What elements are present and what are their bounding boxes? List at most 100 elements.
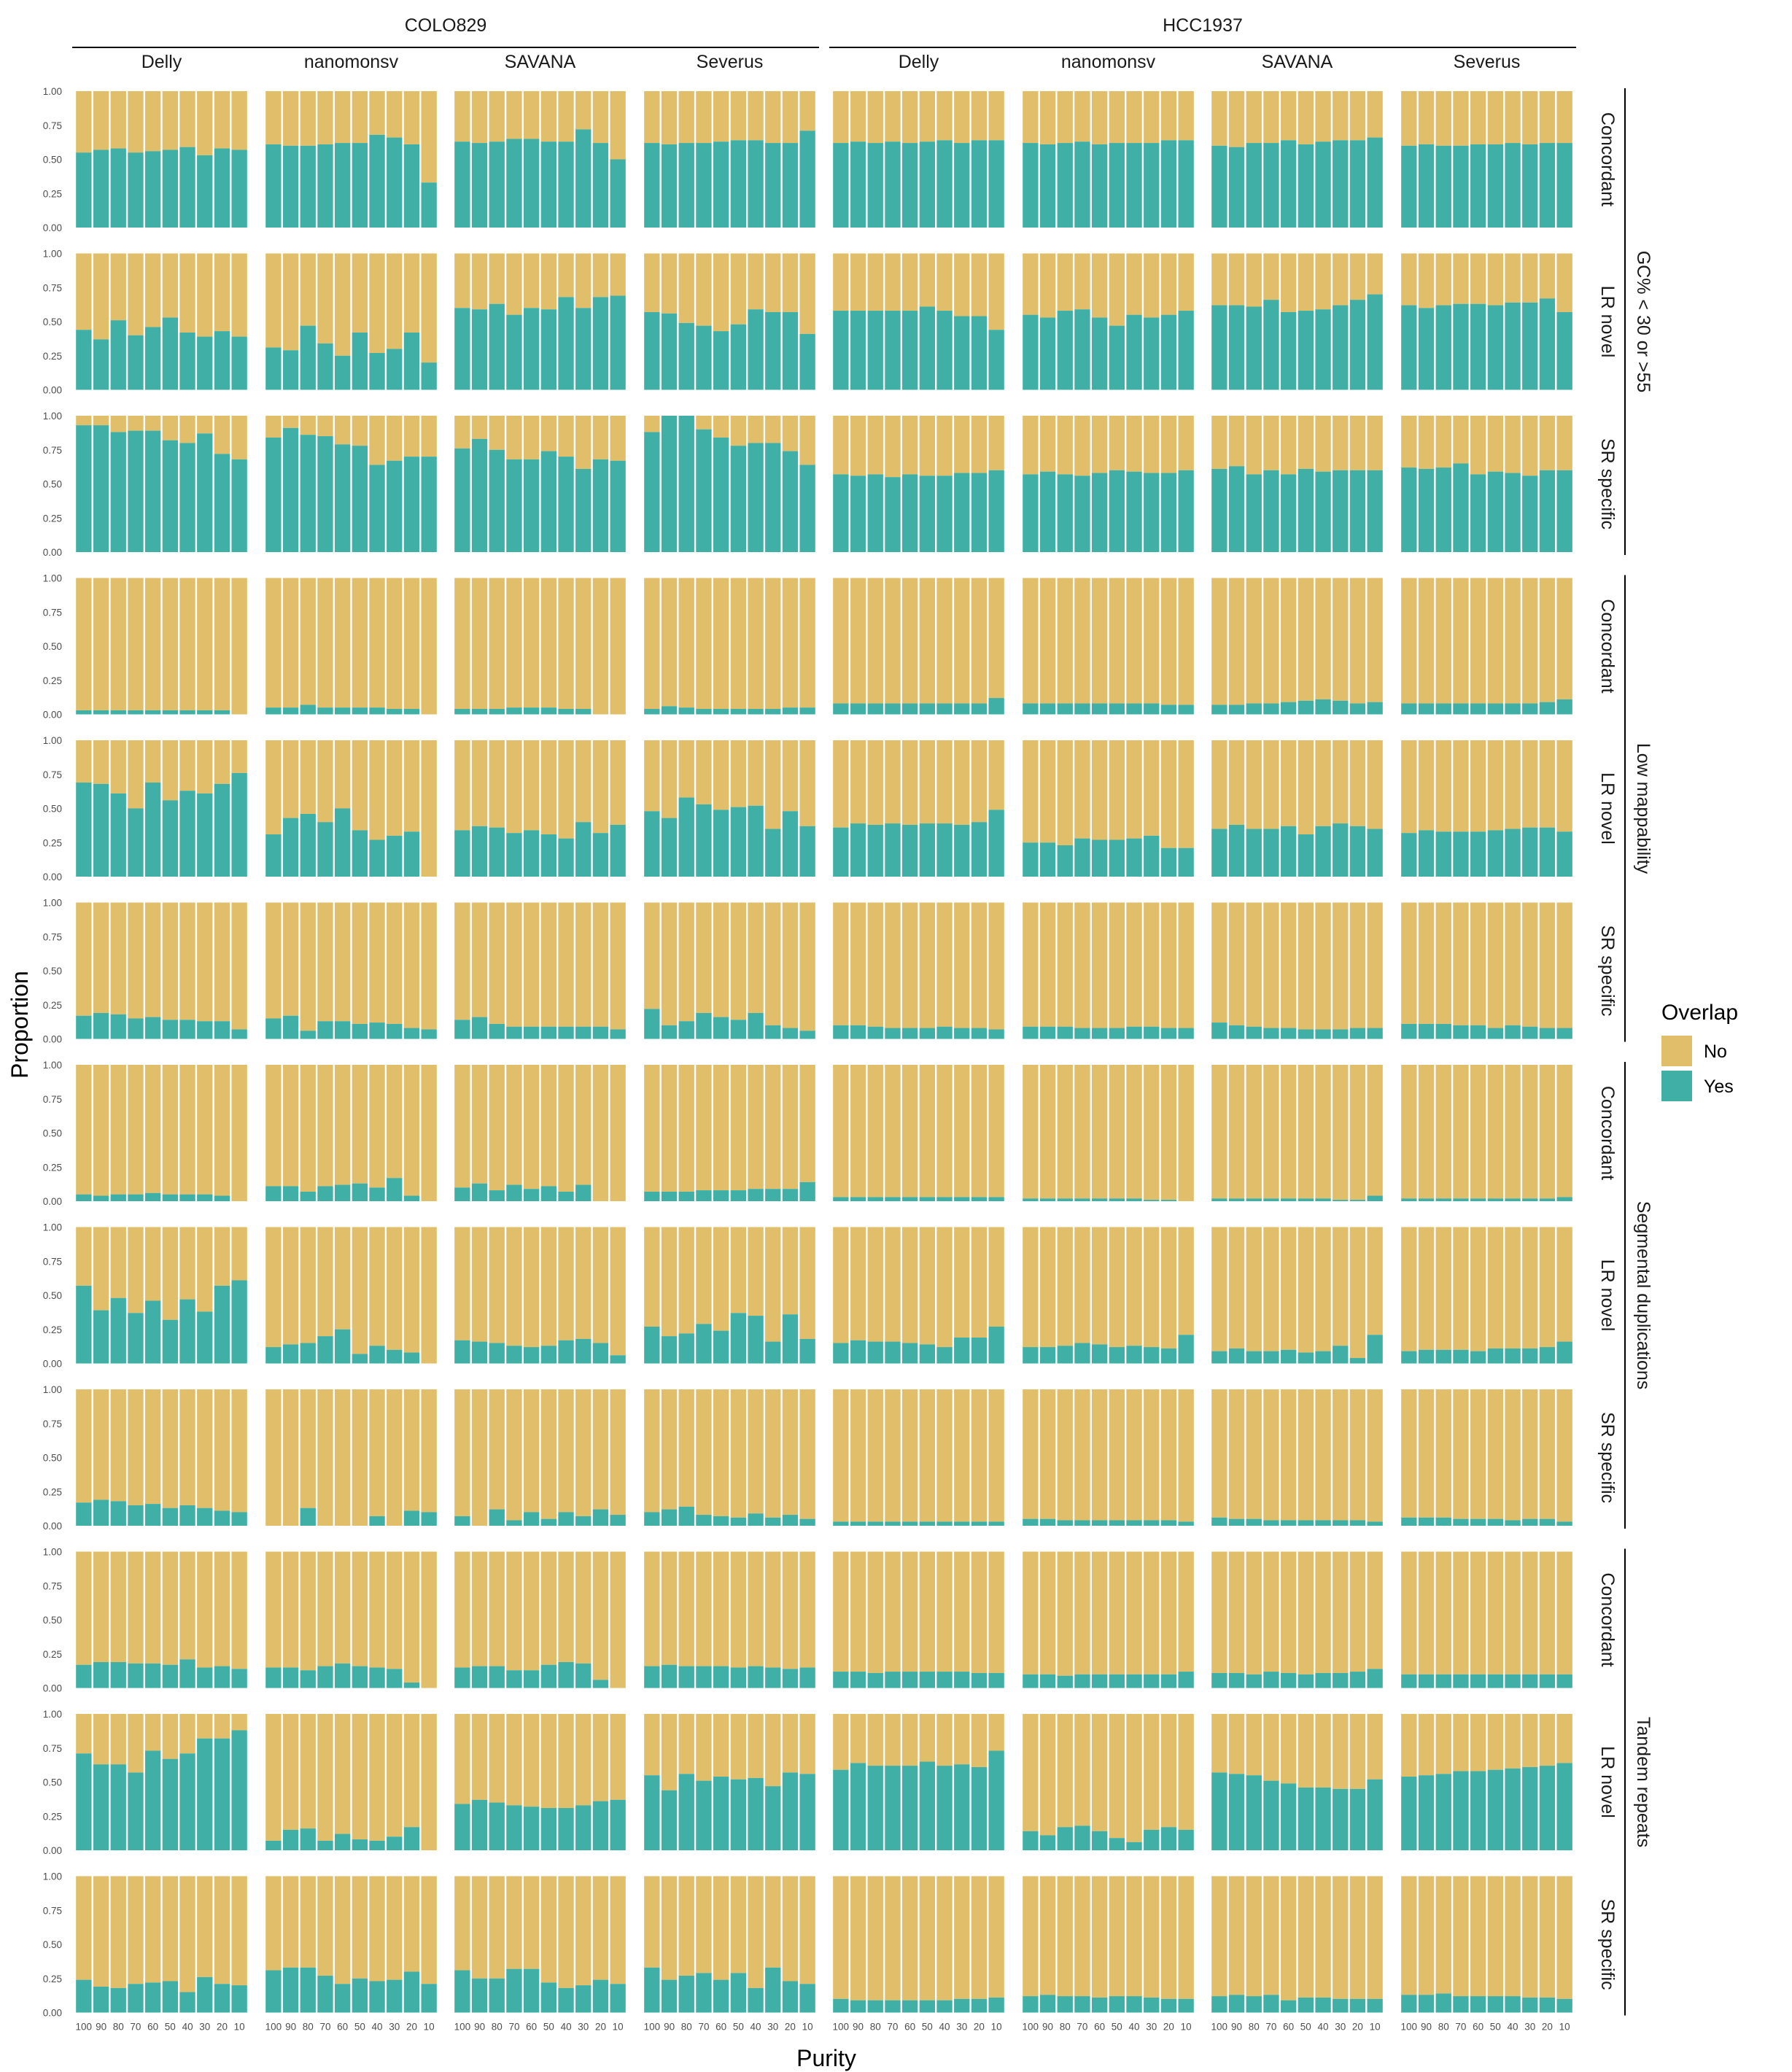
bar-no: [1144, 416, 1160, 473]
bar-yes: [1435, 1774, 1451, 1850]
bar-no: [885, 1551, 901, 1672]
bar-yes: [265, 1667, 282, 1688]
bar-yes: [1023, 703, 1039, 715]
bar-yes: [1556, 1763, 1572, 1850]
caller-strip-label: SAVANA: [505, 52, 576, 72]
bar-no: [833, 1227, 849, 1343]
legend: Overlap No Yes: [1661, 1001, 1738, 1101]
bar-yes: [1263, 1028, 1279, 1039]
bar-yes: [1023, 314, 1039, 390]
bar-no: [454, 578, 470, 710]
bar-yes: [334, 444, 351, 552]
bar-no: [317, 740, 333, 823]
bar-no: [144, 91, 161, 152]
bar-yes: [1211, 1023, 1227, 1039]
bar-no: [454, 1551, 470, 1668]
bar-yes: [954, 143, 970, 228]
bar-no: [713, 578, 729, 710]
bar-yes: [110, 710, 126, 715]
bar-yes: [1349, 1788, 1366, 1850]
bar-no: [1435, 578, 1451, 704]
bar-no: [1228, 1714, 1245, 1774]
bar-no: [901, 1876, 918, 2001]
y-tick-label: 0.75: [43, 282, 62, 293]
y-tick-label: 0.75: [43, 607, 62, 618]
bar-no: [1039, 91, 1056, 144]
bar-no: [1126, 578, 1142, 704]
bar-no: [352, 253, 368, 333]
bar-yes: [748, 443, 764, 552]
bar-no: [1522, 578, 1538, 704]
bar-no: [231, 1227, 247, 1281]
bar-yes: [1178, 1829, 1194, 1850]
bar-no: [144, 1551, 161, 1664]
bar-no: [748, 416, 764, 443]
bar-no: [387, 1389, 403, 1526]
bar-no: [387, 578, 403, 710]
bar-yes: [799, 1667, 815, 1688]
bar-yes: [1298, 144, 1314, 228]
bar-yes: [144, 1017, 161, 1039]
category-strip-label: SR specific: [1597, 1898, 1618, 1990]
bar-no: [1401, 1389, 1417, 1518]
bar-no: [919, 740, 936, 824]
bar-yes: [954, 824, 970, 877]
bar-yes: [179, 1020, 195, 1039]
bar-yes: [454, 1667, 470, 1688]
bar-no: [317, 1551, 333, 1666]
bar-yes: [1091, 1674, 1108, 1688]
bar-yes: [1280, 1783, 1297, 1850]
bar-no: [850, 578, 866, 704]
bar-yes: [300, 1031, 316, 1039]
bar-no: [1144, 253, 1160, 318]
bar-no: [678, 1227, 694, 1334]
bar-yes: [1178, 1672, 1194, 1688]
bar-yes: [1263, 1198, 1279, 1201]
category-strip-label: LR novel: [1597, 286, 1618, 358]
y-tick-label: 0.00: [43, 1034, 62, 1045]
bar-no: [1074, 1065, 1090, 1199]
bar-no: [231, 1551, 247, 1669]
bar-yes: [1280, 2000, 1297, 2013]
bar-no: [971, 253, 988, 317]
bar-no: [403, 91, 420, 144]
bar-no: [1178, 1551, 1194, 1672]
bar-no: [799, 91, 815, 131]
bar-yes: [523, 1670, 540, 1688]
bar-no: [1178, 902, 1194, 1028]
bar-no: [592, 1714, 609, 1801]
bar-yes: [592, 1680, 609, 1688]
bar-no: [489, 1876, 505, 1979]
bar-no: [387, 740, 403, 836]
x-tick-label: 80: [870, 2022, 881, 2033]
bar-no: [1470, 902, 1486, 1025]
bar-yes: [765, 1967, 781, 2013]
bar-yes: [179, 443, 195, 552]
bar-yes: [471, 143, 488, 228]
bar-no: [919, 1389, 936, 1522]
bar-yes: [713, 810, 729, 877]
bar-yes: [1160, 1348, 1177, 1364]
bar-yes: [144, 1982, 161, 2013]
bar-no: [369, 253, 385, 354]
bar-yes: [76, 1194, 92, 1201]
bar-no: [489, 1714, 505, 1803]
bar-yes: [833, 703, 849, 715]
bar-yes: [369, 353, 385, 390]
bar-yes: [1487, 1996, 1504, 2013]
x-tick-label: 20: [217, 2022, 228, 2033]
bar-no: [1505, 1714, 1521, 1769]
bar-yes: [506, 139, 522, 228]
bar-no: [748, 1227, 764, 1316]
bar-yes: [369, 707, 385, 715]
bar-yes: [334, 1021, 351, 1039]
bar-yes: [850, 1025, 866, 1039]
bar-no: [1228, 1065, 1245, 1199]
bar-yes: [1178, 1028, 1194, 1039]
x-tick-label: 10: [613, 2022, 624, 2033]
bar-yes: [421, 1029, 437, 1039]
bar-yes: [1333, 305, 1349, 390]
bar-no: [421, 91, 437, 183]
bar-yes: [1178, 470, 1194, 552]
bar-yes: [919, 1672, 936, 1688]
